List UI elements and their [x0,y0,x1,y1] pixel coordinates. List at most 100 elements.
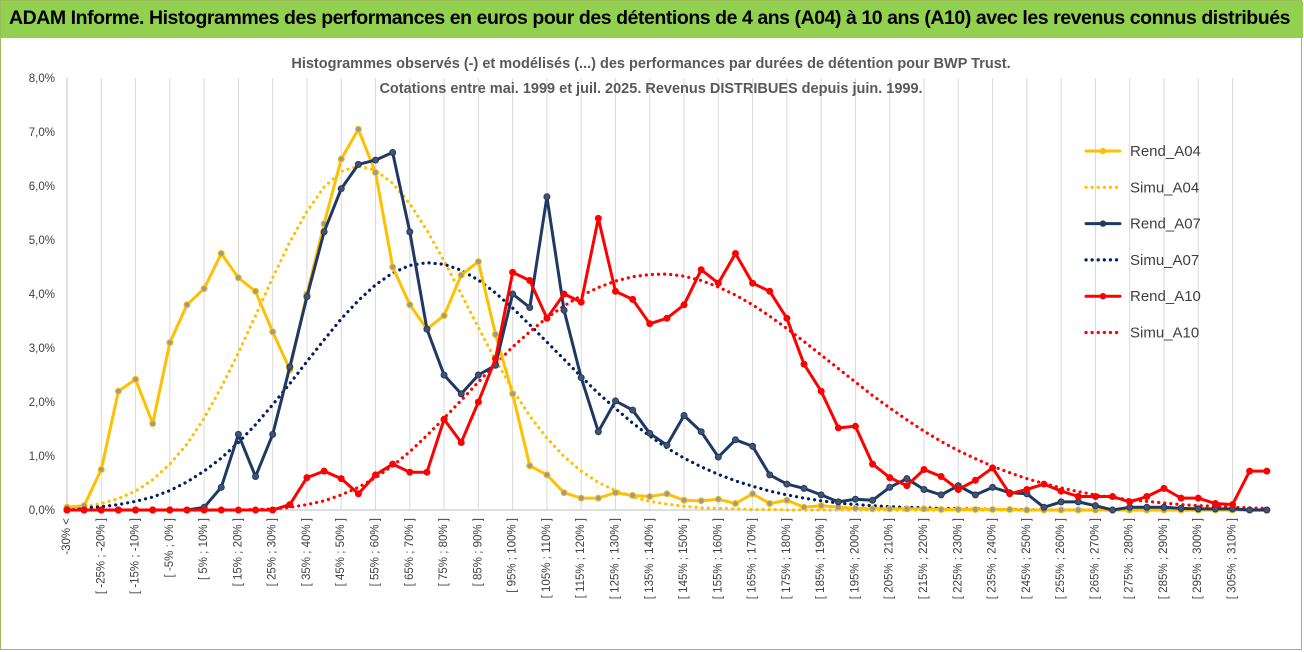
data-point [869,496,877,504]
data-point [611,489,619,497]
legend-item: Simu_A10 [1084,325,1199,342]
data-point [372,471,380,479]
data-point [697,428,705,436]
data-point [372,169,380,176]
data-point [183,506,191,514]
chart-title: Histogrammes observés (-) et modélisés (… [291,56,1010,72]
data-point [1040,480,1048,488]
x-tick-label: [ 305% ; 310% ] [1227,518,1239,599]
data-point [526,462,534,470]
legend-label: Simu_A04 [1130,179,1199,196]
data-point [354,490,362,498]
data-point [920,505,928,513]
data-point [406,468,414,476]
data-point [474,258,482,266]
data-point [1246,506,1254,514]
y-tick-label: 6,0% [29,181,55,193]
data-point [1229,501,1237,509]
data-point [114,387,122,395]
x-tick-label: [ 275% ; 280% ] [1124,518,1136,599]
banner-title: ADAM Informe. Histogrammes des performan… [9,7,1291,29]
data-point [543,314,551,322]
data-point [903,482,911,490]
data-point [766,471,774,479]
data-point [646,429,654,437]
data-point [372,156,380,164]
data-point [1143,503,1151,511]
x-tick-label: [ 45% ; 50% ] [335,518,347,586]
data-point [629,406,637,414]
data-point [577,298,585,306]
data-point [1023,485,1031,493]
data-point [629,491,637,499]
data-point [406,228,414,236]
data-point [1194,505,1202,513]
x-tick-label: [ 85% ; 90% ] [472,518,484,586]
data-point [474,371,482,379]
data-point [817,387,825,395]
data-point [1177,504,1185,512]
data-point [166,339,174,347]
x-tick-label: [ 145% ; 150% ] [678,518,690,599]
legend-marker [1099,147,1107,155]
data-point [594,428,602,436]
data-point [457,271,465,279]
x-tick-label: [ 245% ; 250% ] [1021,518,1033,599]
data-point [817,502,825,510]
data-point [594,494,602,502]
series-line [65,272,1269,512]
data-point [423,468,431,476]
data-point [1074,493,1082,500]
data-point [303,474,311,482]
data-point [1143,493,1151,500]
data-point [286,363,294,371]
data-point [714,279,722,287]
data-point [1126,498,1134,506]
data-point [509,268,517,276]
data-point [869,505,877,513]
data-point [1263,467,1271,475]
data-point [252,287,260,295]
data-point [474,398,482,406]
data-point [423,325,431,333]
data-point [440,312,448,320]
data-point [354,125,362,133]
data-point [577,494,585,502]
data-point [234,274,242,282]
y-tick-label: 8,0% [29,73,55,85]
data-point [577,374,585,382]
data-point [543,193,551,201]
data-point [1091,493,1099,500]
y-tick-label: 2,0% [29,397,55,409]
data-point [80,506,88,514]
data-point [389,149,397,157]
data-point [937,505,945,513]
data-point [149,420,157,428]
x-tick-label: [ 135% ; 140% ] [644,518,656,599]
data-point [132,506,140,514]
x-tick-label: [ -5% ; 0% ] [164,518,176,577]
data-point [1263,506,1271,514]
data-point [937,473,945,481]
data-point [252,473,260,481]
x-tick-label: [ 25% ; 30% ] [267,518,279,586]
data-point [543,471,551,479]
data-point [817,491,825,499]
data-point [731,500,739,508]
data-point [166,506,174,514]
data-point [611,287,619,295]
legend-label: Rend_A04 [1130,143,1201,160]
data-point [509,390,517,398]
x-tick-label: [ 55% ; 60% ] [370,518,382,586]
x-tick-label: [ 35% ; 40% ] [301,518,313,586]
header-banner: ADAM Informe. Histogrammes des performan… [1,1,1303,38]
x-tick-label: [ 215% ; 220% ] [918,518,930,599]
data-point [646,320,654,328]
data-point [1211,500,1219,508]
data-point [1160,484,1168,492]
data-point [800,484,808,492]
data-point [783,314,791,322]
data-point [440,371,448,379]
data-point [320,467,328,475]
data-point [954,505,962,513]
